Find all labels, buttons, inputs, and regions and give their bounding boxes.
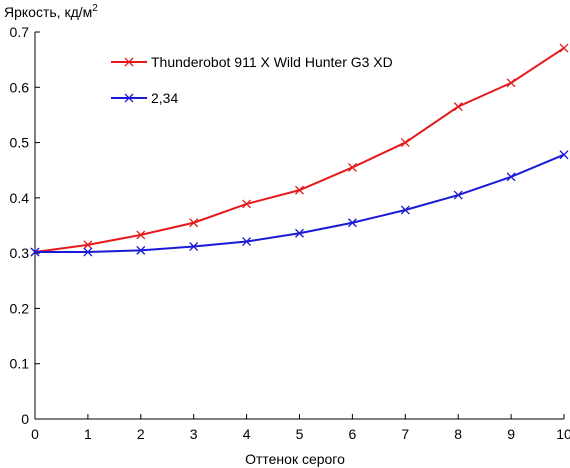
x-tick-label: 6: [349, 426, 357, 442]
y-tick-label: 0.3: [10, 245, 30, 261]
data-point: [453, 190, 463, 200]
x-tick-label: 1: [84, 426, 92, 442]
data-point: [242, 199, 252, 209]
legend: Thunderobot 911 X Wild Hunter G3 XD 2,34: [111, 54, 393, 106]
legend-swatch-marker: [124, 93, 134, 103]
y-axis-title-superscript: 2: [92, 3, 98, 14]
y-axis-title: Яркость, кд/м2: [4, 3, 98, 20]
x-tick-label: 8: [454, 426, 462, 442]
data-point: [136, 230, 146, 240]
x-tick-label: 10: [556, 426, 570, 442]
y-tick-label: 0.6: [10, 79, 30, 95]
data-point: [136, 245, 146, 255]
data-point: [453, 102, 463, 112]
x-tick-label: 9: [507, 426, 515, 442]
legend-label: Thunderobot 911 X Wild Hunter G3 XD: [151, 54, 393, 70]
legend-swatch-marker: [124, 57, 134, 67]
y-axis-title-text: Яркость, кд/м: [4, 4, 92, 20]
y-tick-label: 0: [21, 411, 29, 427]
data-point: [295, 228, 304, 238]
y-tick-label: 0.2: [10, 300, 30, 316]
data-point: [30, 247, 40, 257]
data-point: [400, 138, 410, 148]
x-tick-label: 7: [401, 426, 409, 442]
data-point: [559, 150, 569, 160]
data-point: [189, 218, 199, 228]
series-line: [34, 47, 565, 254]
y-tick-label: 0.5: [10, 135, 30, 151]
data-point: [295, 185, 304, 195]
data-point: [83, 247, 93, 257]
data-point: [242, 237, 252, 246]
data-point: [506, 172, 516, 182]
x-tick-label: 0: [31, 426, 39, 442]
x-tick-label: 5: [296, 426, 304, 442]
data-point: [506, 78, 516, 88]
legend-label: 2,34: [151, 90, 178, 106]
y-tick-label: 0.1: [10, 356, 30, 372]
x-tick-label: 4: [243, 426, 251, 442]
data-point: [347, 218, 357, 228]
x-tick-label: 2: [137, 426, 145, 442]
data-point: [347, 162, 357, 172]
x-ticks: 0 1 2 3 4 5 6 7 8 9 10: [31, 414, 570, 442]
data-point: [559, 43, 569, 53]
data-point: [189, 242, 199, 251]
axes: [34, 32, 564, 420]
data-point: [400, 205, 410, 215]
series-1: [30, 43, 569, 257]
y-tick-label: 0.4: [10, 190, 30, 206]
legend-item: 2,34: [111, 90, 178, 106]
series-line: [35, 153, 565, 254]
series-layer: [30, 43, 569, 257]
data-point: [83, 240, 93, 250]
x-tick-label: 3: [190, 426, 198, 442]
series-2: [30, 150, 569, 257]
legend-item: Thunderobot 911 X Wild Hunter G3 XD: [111, 54, 393, 70]
y-ticks: 0 0.1 0.2 0.3 0.4 0.5 0.6 0.7: [10, 24, 40, 427]
y-tick-label: 0.7: [10, 24, 30, 40]
x-axis-title: Оттенок серого: [245, 451, 345, 467]
